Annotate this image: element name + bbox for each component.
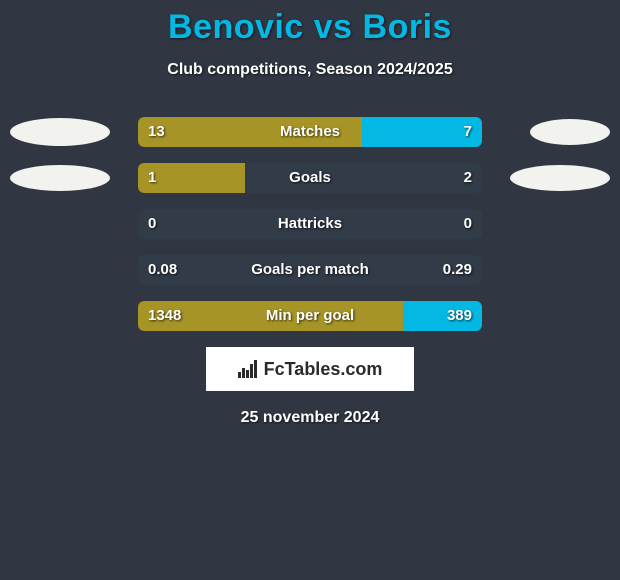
bar-chart-icon [238,360,260,378]
stat-bar-track: Goals1 2 [138,163,482,193]
player1-value: 1348 [148,301,181,331]
stat-bar-track: Matches13 7 [138,117,482,147]
player2-value: 2 [464,163,472,193]
player2-value: 0.29 [443,255,472,285]
player1-marker [10,165,110,191]
stat-label: Hattricks [138,209,482,239]
stat-label: Min per goal [138,301,482,331]
stat-row: Hattricks0 0 [0,209,620,239]
player2-marker [530,119,610,145]
player2-marker [510,165,610,191]
infographic-container: Benovic vs Boris Club competitions, Seas… [0,0,620,427]
source-logo-box: FcTables.com [206,347,414,391]
stat-row: Matches13 7 [0,117,620,147]
page-subtitle: Club competitions, Season 2024/2025 [0,61,620,79]
player1-value: 13 [148,117,165,147]
comparison-bars: Matches13 7 Goals1 2 Hattricks0 0 Goals per ma… [0,117,620,331]
stat-bar-track: Goals per match0.08 0.29 [138,255,482,285]
stat-label: Matches [138,117,482,147]
player1-marker [10,118,110,146]
player2-value: 7 [464,117,472,147]
player1-value: 1 [148,163,156,193]
stat-label: Goals per match [138,255,482,285]
stat-row: Min per goal1348 389 [0,301,620,331]
player1-value: 0.08 [148,255,177,285]
player2-value: 389 [447,301,472,331]
player2-value: 0 [464,209,472,239]
stat-row: Goals per match0.08 0.29 [0,255,620,285]
stat-bar-track: Hattricks0 0 [138,209,482,239]
stat-row: Goals1 2 [0,163,620,193]
player1-value: 0 [148,209,156,239]
stat-bar-track: Min per goal1348 389 [138,301,482,331]
stat-label: Goals [138,163,482,193]
source-logo-text: FcTables.com [264,359,383,380]
source-logo: FcTables.com [238,359,383,380]
page-title: Benovic vs Boris [0,0,620,47]
infographic-date: 25 november 2024 [0,409,620,427]
